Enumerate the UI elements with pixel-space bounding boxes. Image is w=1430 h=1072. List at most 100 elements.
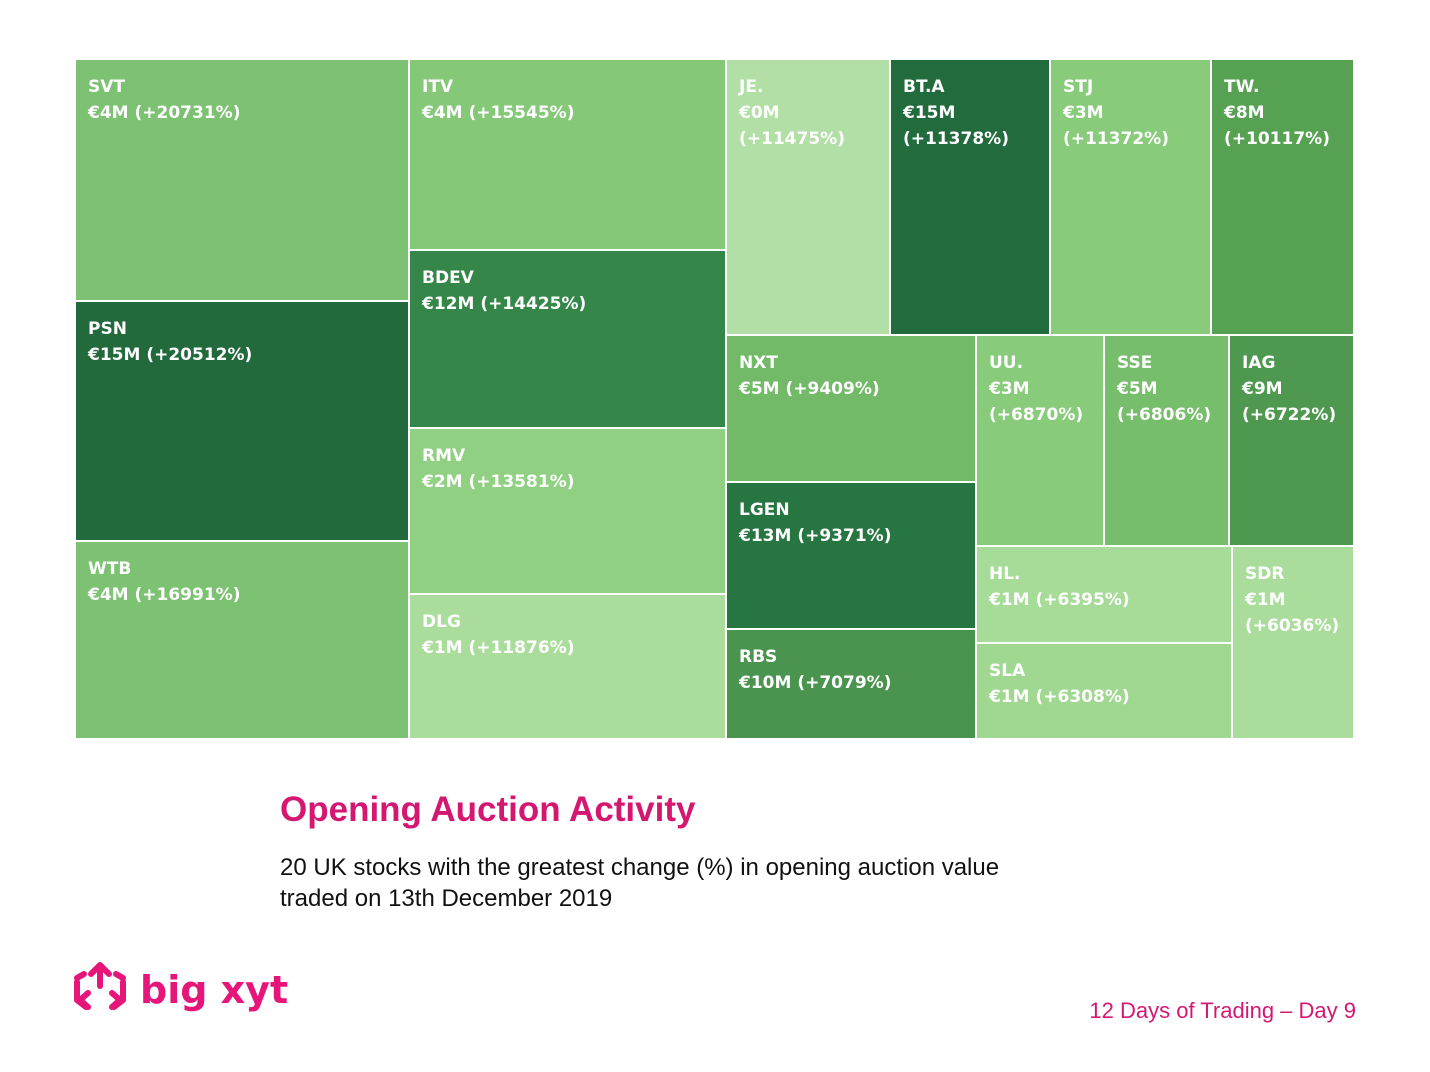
treemap-tile-psn: PSN €15M (+20512%): [75, 301, 409, 541]
tile-value: €5M: [1117, 379, 1158, 399]
treemap-tile-iag: IAG €9M (+6722%): [1229, 335, 1354, 546]
tile-ticker: HL.: [989, 564, 1021, 584]
tile-ticker: ITV: [422, 77, 454, 97]
tile-value: €1M: [989, 687, 1030, 707]
tile-value: €0M: [739, 103, 780, 123]
tile-value: €3M: [989, 379, 1030, 399]
tile-change: (+16991%): [134, 585, 241, 605]
tile-change: (+11378%): [903, 129, 1009, 149]
chart-subtitle: 20 UK stocks with the greatest change (%…: [280, 852, 1180, 914]
tile-ticker: DLG: [422, 612, 461, 632]
tile-change: (+13581%): [468, 472, 575, 492]
tile-change: (+11475%): [739, 129, 845, 149]
subtitle-line-2: traded on 13th December 2019: [280, 885, 613, 912]
treemap-tile-itv: ITV €4M (+15545%): [409, 59, 726, 250]
tile-value: €13M: [739, 526, 792, 546]
tile-ticker: SSE: [1117, 353, 1153, 373]
tile-value: €1M: [989, 590, 1030, 610]
tile-change: (+20512%): [146, 345, 253, 365]
tile-value-change: €4M (+16991%): [88, 582, 396, 608]
tile-ticker: SVT: [88, 77, 125, 97]
tile-ticker: JE.: [739, 77, 764, 97]
treemap-tile-rbs: RBS €10M (+7079%): [726, 629, 976, 739]
tile-change: (+10117%): [1224, 129, 1330, 149]
treemap-tile-wtb: WTB €4M (+16991%): [75, 541, 409, 739]
tile-value-change: €2M (+13581%): [422, 469, 713, 495]
treemap-tile-sla: SLA €1M (+6308%): [976, 643, 1232, 739]
tile-change: (+6722%): [1242, 405, 1337, 425]
tile-value: €10M: [739, 673, 792, 693]
tile-change: (+7079%): [797, 673, 892, 693]
tile-change: (+6870%): [989, 405, 1084, 425]
tile-change: (+11372%): [1063, 129, 1169, 149]
logo-text: big xyt: [140, 968, 289, 1012]
tile-ticker: IAG: [1242, 353, 1276, 373]
tile-change: (+9371%): [797, 526, 892, 546]
treemap-tile-dlg: DLG €1M (+11876%): [409, 594, 726, 739]
treemap-tile-uu: UU. €3M (+6870%): [976, 335, 1104, 546]
tile-ticker: RMV: [422, 446, 466, 466]
treemap-tile-sse: SSE €5M (+6806%): [1104, 335, 1229, 546]
tile-value-change: €1M (+6308%): [989, 684, 1219, 710]
tile-value: €1M: [1245, 590, 1286, 610]
tile-value-change: €13M (+9371%): [739, 523, 963, 549]
tile-value-change: €10M (+7079%): [739, 670, 963, 696]
tile-ticker: RBS: [739, 647, 778, 667]
tile-ticker: PSN: [88, 319, 127, 339]
tile-value: €15M: [88, 345, 141, 365]
treemap-tile-sdr: SDR €1M (+6036%): [1232, 546, 1354, 739]
tile-ticker: LGEN: [739, 500, 790, 520]
tile-value: €4M: [88, 585, 129, 605]
tile-change: (+15545%): [468, 103, 575, 123]
tile-change: (+14425%): [480, 294, 587, 314]
tile-value: €15M: [903, 103, 956, 123]
tile-value-change: €4M (+15545%): [422, 100, 713, 126]
tile-value-change: €1M (+6395%): [989, 587, 1219, 613]
big-xyt-logo: big xyt: [72, 960, 288, 1020]
tile-value-change: €15M (+20512%): [88, 342, 396, 368]
tile-ticker: STJ: [1063, 77, 1094, 97]
treemap-tile-bdev: BDEV €12M (+14425%): [409, 250, 726, 428]
tile-change: (+6395%): [1035, 590, 1130, 610]
tile-ticker: BDEV: [422, 268, 474, 288]
footer-caption: 12 Days of Trading – Day 9: [1089, 998, 1356, 1023]
tile-ticker: UU.: [989, 353, 1024, 373]
tile-value-change: €12M (+14425%): [422, 291, 713, 317]
tile-ticker: BT.A: [903, 77, 945, 97]
tile-change: (+9409%): [785, 379, 880, 399]
tile-value: €9M: [1242, 379, 1283, 399]
treemap-tile-bta: BT.A €15M (+11378%): [890, 59, 1050, 335]
treemap-tile-svt: SVT €4M (+20731%): [75, 59, 409, 301]
tile-ticker: TW.: [1224, 77, 1260, 97]
treemap-tile-rmv: RMV €2M (+13581%): [409, 428, 726, 594]
chart-title: Opening Auction Activity: [280, 790, 696, 829]
treemap-tile-nxt: NXT €5M (+9409%): [726, 335, 976, 482]
treemap-chart: SVT €4M (+20731%) PSN €15M (+20512%) WTB €4M …: [75, 59, 1354, 739]
tile-change: (+20731%): [134, 103, 241, 123]
tile-change: (+6036%): [1245, 616, 1340, 636]
subtitle-line-1: 20 UK stocks with the greatest change (%…: [280, 854, 1000, 881]
tile-value-change: €1M (+11876%): [422, 635, 713, 661]
tile-value: €5M: [739, 379, 780, 399]
treemap-tile-stj: STJ €3M (+11372%): [1050, 59, 1211, 335]
treemap-tile-tw: TW. €8M (+10117%): [1211, 59, 1354, 335]
tile-ticker: SDR: [1245, 564, 1285, 584]
treemap-tile-je: JE. €0M (+11475%): [726, 59, 890, 335]
tile-value: €1M: [422, 638, 463, 658]
tile-value: €12M: [422, 294, 475, 314]
tile-value: €4M: [422, 103, 463, 123]
tile-value: €3M: [1063, 103, 1104, 123]
tile-value-change: €5M (+9409%): [739, 376, 963, 402]
treemap-tile-lgen: LGEN €13M (+9371%): [726, 482, 976, 629]
tile-value-change: €4M (+20731%): [88, 100, 396, 126]
tile-change: (+6308%): [1035, 687, 1130, 707]
tile-ticker: SLA: [989, 661, 1026, 681]
cube-arrows-icon: [74, 962, 126, 1010]
tile-ticker: WTB: [88, 559, 132, 579]
tile-value: €8M: [1224, 103, 1265, 123]
tile-change: (+6806%): [1117, 405, 1212, 425]
tile-change: (+11876%): [468, 638, 575, 658]
treemap-tile-hl: HL. €1M (+6395%): [976, 546, 1232, 643]
tile-ticker: NXT: [739, 353, 778, 373]
tile-value: €2M: [422, 472, 463, 492]
